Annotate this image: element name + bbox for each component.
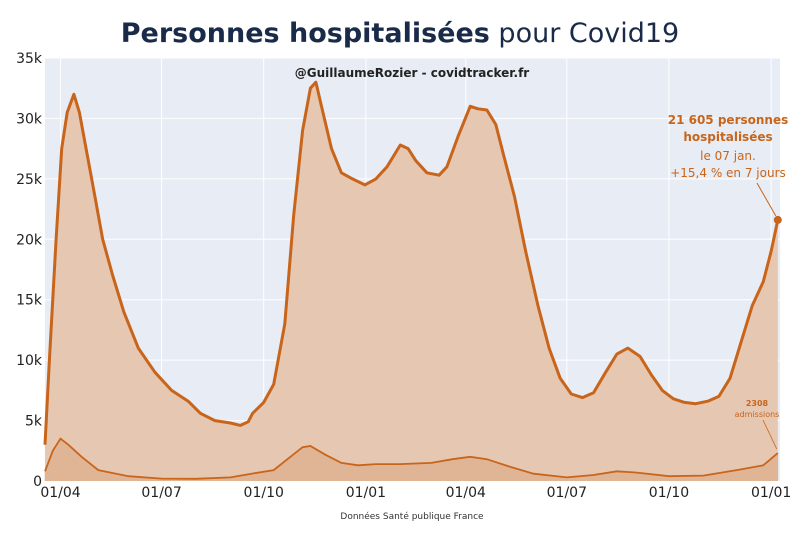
x-tick-label: 01/10 [244,485,284,501]
y-tick-label: 5k [25,414,43,430]
chart-title-rest: pour Covid19 [489,18,680,49]
x-tick-label: 01/04 [40,485,80,501]
x-tick-label: 01/07 [141,485,181,501]
y-tick-label: 10k [16,353,43,369]
annotation-arrow [756,182,777,217]
admissions-annotation: 2308 admissions [735,399,780,450]
admissions-line [44,437,779,480]
hospitalised-area [45,82,778,481]
admissions-arrow [762,419,778,450]
y-tick-label: 35k [16,51,43,67]
admissions-area [45,438,778,481]
y-tick-label: 25k [16,172,43,188]
y-axis-ticks: 0 5k 10k 15k 20k 25k 30k 35k [16,51,43,490]
annotation-line4: +15,4 % en 7 jours [670,166,786,180]
chart-title: Personnes hospitalisées pour Covid19 [0,18,800,49]
annotation-line3: le 07 jan. [700,149,756,163]
source-label: Données Santé publique France [340,511,484,522]
x-tick-label: 01/10 [649,485,689,501]
x-tick-label: 01/01 [751,485,791,501]
x-tick-label: 01/07 [547,485,587,501]
hospitalised-line [43,80,780,445]
latest-value-annotation: 21 605 personnes hospitalisées le 07 jan… [668,113,789,224]
chart-title-bold: Personnes hospitalisées [120,18,490,49]
admissions-label: admissions [735,410,780,419]
x-axis-ticks: 01/04 01/07 01/10 01/01 01/04 01/07 01/10 01/01 [40,485,791,501]
latest-value-marker [773,215,782,224]
admissions-value: 2308 [746,399,769,408]
credit-label: @GuillaumeRozier - covidtracker.fr [295,66,530,80]
y-tick-label: 0 [33,474,42,490]
y-tick-label: 15k [16,293,43,309]
y-tick-label: 30k [16,111,43,127]
x-tick-label: 01/01 [346,485,386,501]
x-tick-label: 01/04 [446,485,486,501]
annotation-line2: hospitalisées [683,130,772,144]
annotation-line1: 21 605 personnes [668,113,789,127]
y-tick-label: 20k [16,232,43,248]
